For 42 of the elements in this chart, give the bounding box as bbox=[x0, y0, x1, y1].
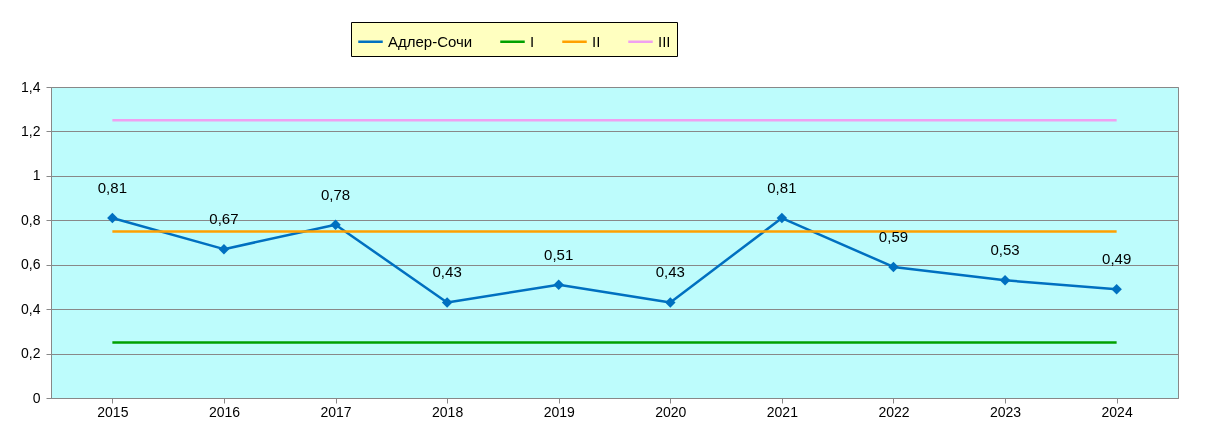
y-tick-label: 1 bbox=[32, 167, 41, 184]
data-label: 0,53 bbox=[990, 241, 1020, 259]
data-label: 0,43 bbox=[655, 263, 685, 281]
x-tick-label: 2021 bbox=[766, 403, 799, 420]
data-label: 0,49 bbox=[1102, 250, 1132, 268]
x-tick-label: 2017 bbox=[320, 403, 352, 420]
point bbox=[665, 297, 676, 308]
x-tick-label: 2024 bbox=[1101, 403, 1133, 420]
data-label: 0,59 bbox=[878, 227, 909, 245]
x-tick-label: 2019 bbox=[543, 403, 575, 420]
point bbox=[107, 212, 118, 224]
y-tick-label: 0,8 bbox=[21, 211, 41, 228]
y-tick-label: 1,2 bbox=[21, 122, 41, 139]
point bbox=[330, 219, 341, 230]
legend-label: III bbox=[658, 32, 671, 50]
point bbox=[776, 212, 788, 224]
data-label: 0,78 bbox=[320, 185, 351, 203]
data-label: 0,81 bbox=[767, 179, 797, 197]
x-tick-label: 2015 bbox=[97, 403, 129, 420]
point bbox=[1111, 283, 1122, 295]
data-label: 0,67 bbox=[209, 210, 239, 228]
y-tick-label: 1,4 bbox=[21, 78, 41, 95]
y-tick-label: 0,4 bbox=[21, 300, 41, 317]
data-label: 0,51 bbox=[544, 245, 574, 263]
data-label: 0,81 bbox=[97, 179, 127, 197]
point bbox=[441, 297, 453, 308]
legend-label: I bbox=[530, 32, 535, 50]
x-tick-label: 2018 bbox=[432, 403, 464, 420]
point bbox=[999, 275, 1011, 286]
point bbox=[888, 261, 899, 273]
point bbox=[218, 243, 230, 255]
x-tick-label: 2020 bbox=[655, 403, 687, 420]
y-tick-label: 0,2 bbox=[21, 345, 41, 362]
y-tick-label: 0,6 bbox=[21, 256, 41, 273]
x-tick-label: 2023 bbox=[989, 403, 1022, 420]
legend-label: II bbox=[592, 32, 601, 50]
y-tick-label: 0 bbox=[32, 389, 41, 406]
legend-label: Адлер-Сочи bbox=[388, 32, 473, 50]
point bbox=[553, 279, 564, 290]
x-tick-label: 2022 bbox=[878, 403, 910, 420]
data-label: 0,43 bbox=[432, 263, 462, 281]
x-tick-label: 2016 bbox=[208, 403, 241, 420]
